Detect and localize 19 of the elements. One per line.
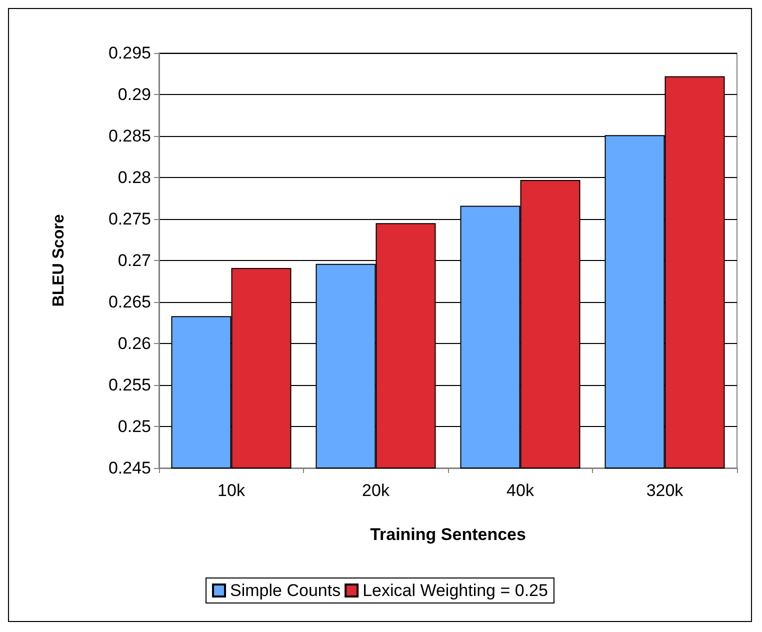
y-tick-label: 0.26 (118, 334, 151, 353)
y-tick-label: 0.285 (108, 126, 151, 146)
y-tick-label: 0.27 (118, 251, 151, 270)
legend-label: Simple Counts (230, 581, 341, 600)
x-tick-label: 10k (218, 481, 246, 500)
y-tick-label: 0.245 (108, 458, 151, 478)
x-tick-label: 320k (646, 481, 684, 500)
y-tick-label: 0.29 (118, 85, 151, 104)
y-tick-label: 0.255 (108, 376, 151, 394)
x-tick-label: 20k (362, 481, 390, 500)
y-axis-title: BLEU Score (50, 214, 68, 307)
y-tick-label: 0.25 (118, 417, 151, 436)
y-tick-label: 0.265 (108, 292, 151, 312)
y-tick-label: 0.295 (108, 44, 151, 62)
y-tick-label: 0.28 (118, 168, 151, 187)
legend-label: Lexical Weighting = 0.25 (362, 581, 548, 600)
x-axis-title: Training Sentences (370, 525, 526, 544)
x-tick-label: 40k (506, 481, 534, 500)
y-tick-label: 0.275 (108, 210, 151, 228)
